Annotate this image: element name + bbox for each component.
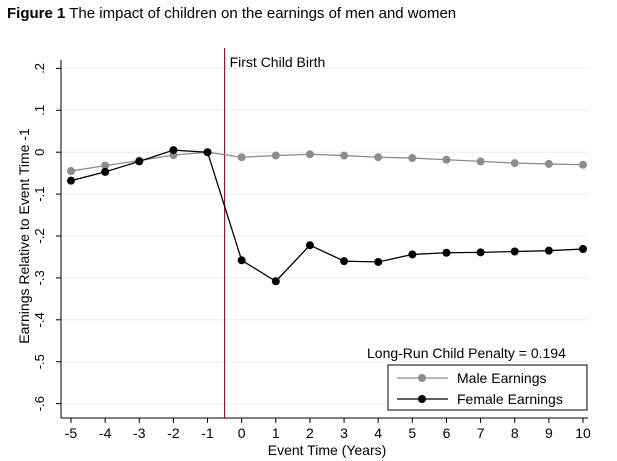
- male-earnings-point: [544, 159, 553, 168]
- female-earnings-point: [579, 244, 587, 253]
- y-tick-label: -.6: [32, 396, 47, 411]
- female-earnings-point: [135, 157, 144, 166]
- x-tick-label: 2: [306, 425, 314, 441]
- x-tick-label: -3: [133, 425, 146, 441]
- female-earnings-point: [169, 146, 178, 155]
- figure-title-text: The impact of children on the earnings o…: [69, 5, 457, 22]
- female-earnings-point: [203, 148, 212, 157]
- female-earnings-line: [70, 149, 584, 283]
- female-earnings-point: [408, 250, 417, 259]
- female-earnings-point: [476, 248, 485, 257]
- annotation-layer: First Child Birth: [224, 48, 326, 418]
- legend-label-female-earnings: Female Earnings: [457, 391, 563, 407]
- female-earnings-point: [510, 247, 519, 256]
- x-tick-label: 7: [477, 425, 485, 441]
- female-earnings-point: [544, 246, 553, 255]
- legend-label-male-earnings: Male Earnings: [457, 370, 547, 386]
- male-earnings-point: [442, 155, 451, 164]
- axes-layer: .2 .1 0 -.1 -.2 -.3 -.4 -.5 -.6 -5 -4 -3 -2 -1 0 1 2 3 4 5 6…: [16, 60, 591, 458]
- x-tick-label: -4: [99, 425, 112, 441]
- male-earnings-point: [305, 150, 314, 159]
- legend-swatch-marker: [418, 395, 426, 403]
- x-tick-label: -5: [65, 425, 78, 441]
- female-earnings-point: [101, 167, 110, 176]
- male-earnings-line: [70, 151, 584, 172]
- female-earnings-point: [67, 176, 75, 185]
- figure-title: Figure 1 The impact of children on the e…: [7, 5, 456, 22]
- grid-layer: [61, 67, 588, 405]
- x-axis-title: Event Time (Years): [268, 442, 387, 458]
- y-tick-label: .2: [32, 63, 47, 74]
- female-earnings-point: [305, 241, 314, 250]
- x-tick-label: 1: [272, 425, 280, 441]
- x-tick-label: 3: [340, 425, 348, 441]
- x-tick-label: 5: [408, 425, 416, 441]
- x-tick-label: -1: [201, 425, 214, 441]
- male-earnings-point: [271, 151, 280, 160]
- male-earnings-point: [67, 167, 75, 176]
- x-tick-label: 9: [545, 425, 553, 441]
- y-tick-label: .1: [32, 105, 47, 116]
- series-layer: [67, 146, 587, 286]
- legend-title: Long-Run Child Penalty = 0.194: [367, 345, 566, 361]
- male-earnings-point: [237, 153, 246, 162]
- x-tick-label: -2: [167, 425, 180, 441]
- x-tick-label: 0: [238, 425, 246, 441]
- x-tick-label: 6: [443, 425, 451, 441]
- y-tick-label: -.2: [32, 228, 47, 243]
- female-earnings-point: [237, 256, 246, 265]
- female-earnings-point: [271, 277, 280, 286]
- male-earnings-point: [340, 151, 349, 160]
- y-tick-label: -.4: [32, 312, 47, 327]
- male-earnings-point: [374, 153, 383, 162]
- male-earnings-point: [408, 154, 417, 163]
- male-earnings-point: [476, 157, 485, 166]
- y-tick-label: -.1: [32, 187, 47, 202]
- female-earnings-point: [374, 257, 383, 266]
- x-tick-label: 10: [575, 425, 591, 441]
- y-tick-label: 0: [32, 149, 47, 156]
- y-tick-label: -.3: [32, 270, 47, 285]
- male-earnings-point: [579, 160, 587, 169]
- legend-swatch-marker: [418, 374, 426, 382]
- female-earnings-point: [340, 257, 349, 266]
- y-tick-label: -.5: [32, 354, 47, 369]
- figure-label: Figure 1: [7, 5, 66, 22]
- male-earnings-point: [510, 159, 519, 168]
- male-earnings-point: [101, 161, 110, 170]
- x-tick-label: 8: [511, 425, 519, 441]
- y-axis-title: Earnings Relative to Event Time -1: [16, 128, 32, 344]
- x-tick-label: 4: [374, 425, 382, 441]
- first-child-birth-label: First Child Birth: [230, 54, 326, 70]
- legend: Long-Run Child Penalty = 0.194 Male Earni…: [367, 345, 588, 411]
- female-earnings-point: [442, 248, 451, 257]
